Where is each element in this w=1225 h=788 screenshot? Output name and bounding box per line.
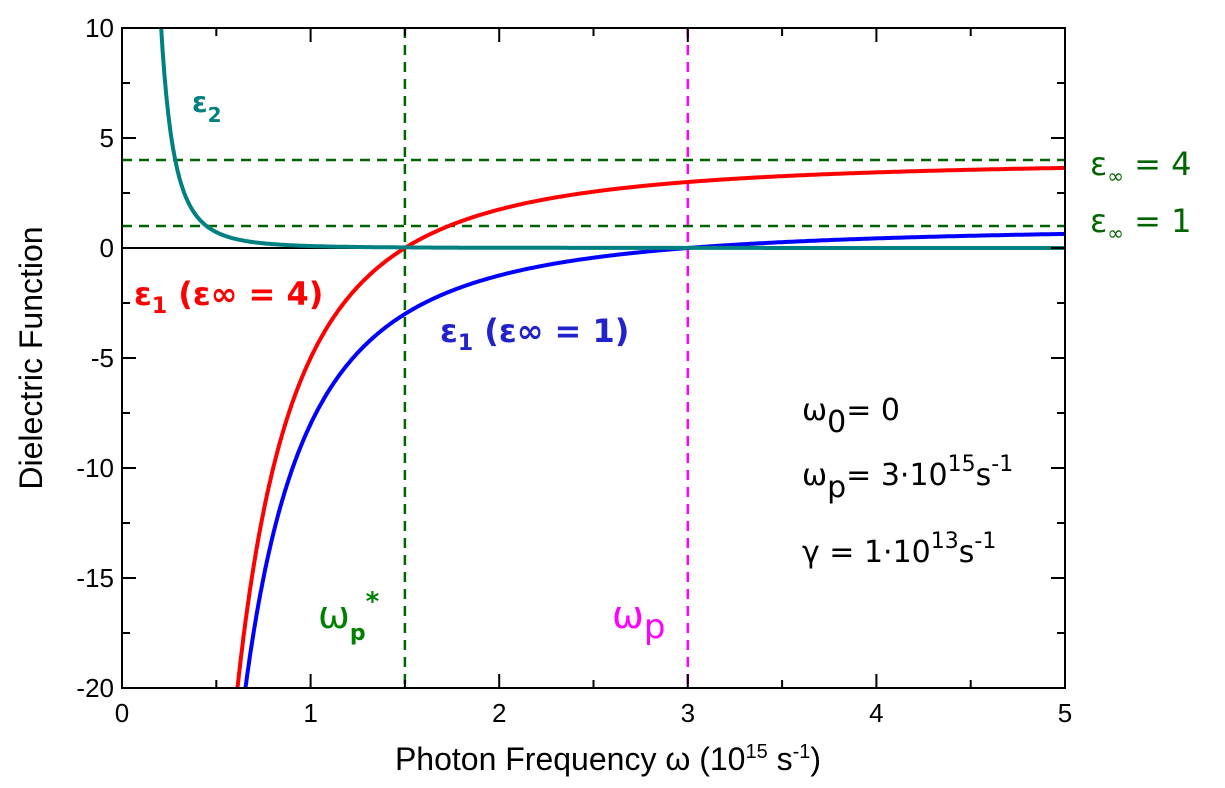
y-tick-label-3: -5	[91, 343, 114, 373]
axis-ticks	[121, 27, 1066, 689]
param-omegap: ωp= 3·1015s-1	[802, 452, 1013, 505]
y-axis-label: Dielectric Function	[13, 226, 49, 489]
param-omega0: ω0= 0	[802, 393, 900, 440]
eps-inf4-right-label: ε∞ = 4	[1090, 145, 1191, 188]
eps2-label: ε2	[192, 86, 222, 127]
x-tick-label-3: 3	[681, 698, 695, 728]
eps1-inf4-label: ε1 (ε∞ = 4)	[134, 275, 323, 319]
axis-tick-labels: 0 1 2 3 4 5 10 5 0 -5 -10 -15 -20	[76, 13, 1072, 728]
eps-inf1-right-label: ε∞ = 1	[1090, 202, 1191, 245]
data-series	[159, 28, 1065, 688]
y-tick-label-5: -15	[76, 563, 114, 593]
y-tick-label-2: 0	[100, 233, 114, 263]
plot-frame	[121, 27, 1066, 689]
x-axis-label: Photon Frequency ω (1015 s-1)	[395, 741, 821, 777]
x-tick-label-0: 0	[115, 698, 129, 728]
series-line-0	[235, 165, 1065, 688]
y-tick-label-4: -10	[76, 453, 114, 483]
x-tick-label-2: 2	[492, 698, 506, 728]
omega-p-label: ωp	[612, 593, 665, 647]
x-tick-label-5: 5	[1058, 698, 1072, 728]
series-line-2	[159, 28, 1065, 250]
param-gamma: γ = 1·1013s-1	[802, 529, 996, 570]
y-tick-label-6: -20	[76, 673, 114, 703]
series-line-1	[243, 231, 1065, 688]
x-tick-label-1: 1	[303, 698, 317, 728]
eps1-inf1-label: ε1 (ε∞ = 1)	[440, 312, 629, 356]
reference-lines	[122, 28, 1065, 688]
omega-p-star-label: ωp*	[318, 587, 380, 646]
x-tick-label-4: 4	[869, 698, 883, 728]
y-tick-label-0: 10	[85, 13, 114, 43]
y-tick-label-1: 5	[100, 123, 114, 153]
